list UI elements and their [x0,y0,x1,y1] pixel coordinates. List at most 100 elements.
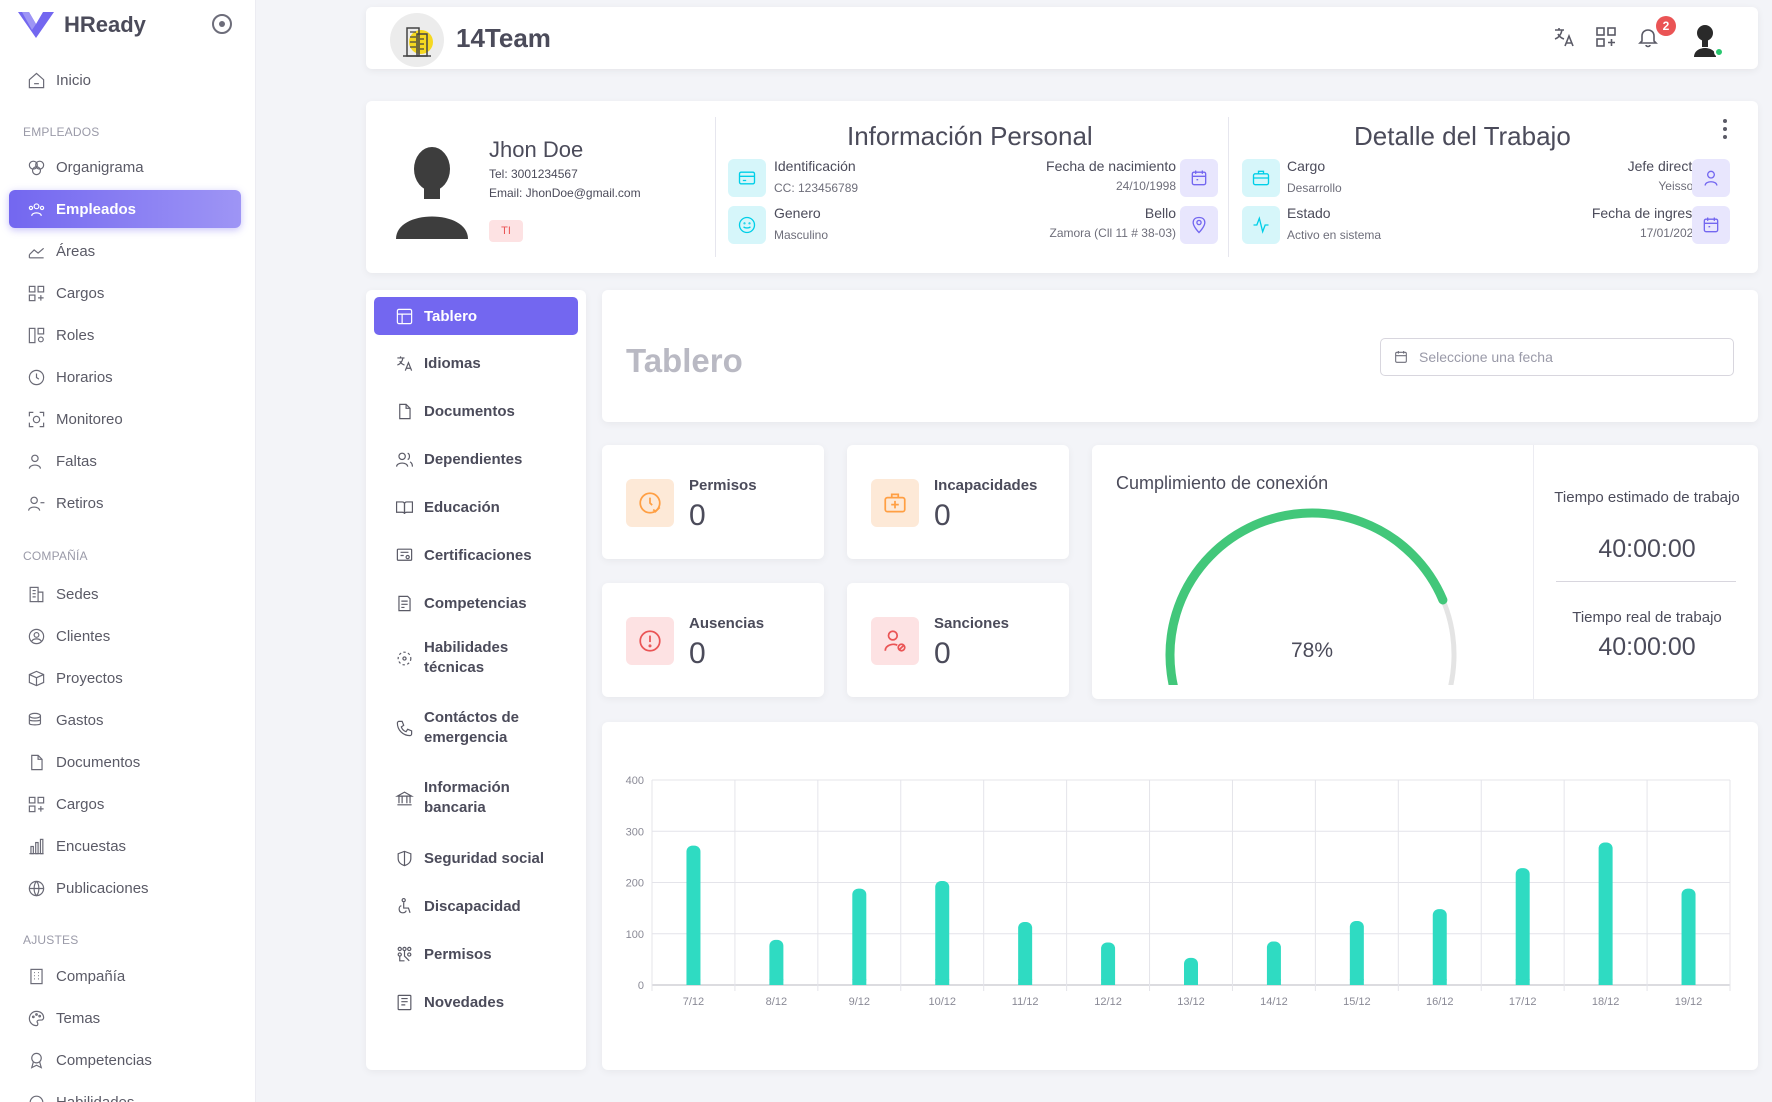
bar[interactable] [935,880,950,985]
section-compania: COMPAÑÍA [23,549,88,563]
sidebar-item-publicaciones[interactable]: Publicaciones [9,869,241,907]
bar-base [1184,979,1198,985]
job-detail-title: Detalle del Trabajo [1354,121,1571,151]
brand-logo-icon [18,12,54,38]
sidebar-item-cargos-2[interactable]: Cargos [9,785,241,823]
bar[interactable] [1266,941,1281,985]
map-pin-icon [1180,206,1218,244]
bar[interactable] [1515,868,1530,985]
stat-label: Permisos [689,477,757,494]
tab-dependientes[interactable]: Dependientes [374,440,578,478]
tab-informacion-bancaria[interactable]: Información bancaria [374,772,578,824]
bar[interactable] [852,888,867,985]
sidebar-item-encuestas[interactable]: Encuestas [9,827,241,865]
sidebar-item-documentos[interactable]: Documentos [9,743,241,781]
roles-icon [26,325,46,345]
y-tick-label: 100 [626,929,644,941]
table-icon [394,306,414,326]
sidebar-toggle-icon[interactable] [212,14,232,34]
building-icon [26,584,46,604]
brain-icon [26,157,46,177]
birth-label: Fecha de nacimiento [1046,158,1176,174]
tab-novedades[interactable]: Novedades [374,983,578,1021]
y-tick-label: 400 [626,775,644,787]
top-navbar: 14Team 2 [366,7,1758,69]
bell-icon[interactable] [1636,25,1662,51]
start-date-value: 17/01/2022 [1639,226,1700,240]
y-tick-label: 300 [626,826,644,838]
department-badge: TI [489,220,523,242]
user-avatar[interactable] [1688,21,1724,57]
bar-base [1266,979,1281,985]
bar[interactable] [686,845,701,985]
sidebar-item-competencias[interactable]: Competencias [9,1041,241,1079]
stat-value: 0 [934,637,951,670]
sidebar-item-faltas[interactable]: Faltas [9,442,241,480]
x-tick-label: 12/12 [1094,996,1122,1008]
sidebar-item-gastos[interactable]: Gastos [9,701,241,739]
gauge-fill [1165,508,1448,685]
translate-icon[interactable] [1552,25,1578,51]
tab-competencias[interactable]: Competencias [374,584,578,622]
company-name: 14Team [456,23,551,53]
tab-permisos[interactable]: Permisos [374,935,578,973]
tab-seguridad-social[interactable]: Seguridad social [374,839,578,877]
bar[interactable] [769,939,784,985]
compliance-gauge [1165,508,1457,685]
sidebar-item-horarios[interactable]: Horarios [9,358,241,396]
translate-icon [394,353,414,373]
sidebar-item-monitoreo[interactable]: Monitoreo [9,400,241,438]
tab-tablero[interactable]: Tablero [374,297,578,335]
sidebar-item-roles[interactable]: Roles [9,316,241,354]
tab-discapacidad[interactable]: Discapacidad [374,887,578,925]
x-tick-label: 18/12 [1592,996,1620,1008]
brand[interactable]: HReady [18,8,146,42]
sidebar-item-temas[interactable]: Temas [9,999,241,1037]
tab-certificaciones[interactable]: Certificaciones [374,536,578,574]
sidebar-item-cargos[interactable]: Cargos [9,274,241,312]
phone-icon [394,718,414,738]
bar[interactable] [1101,942,1116,985]
sidebar-item-areas[interactable]: Áreas [9,232,241,270]
x-tick-label: 13/12 [1177,996,1205,1008]
tab-contactos-emergencia[interactable]: Contáctos de emergencia [374,702,578,754]
estimated-time-label: Tiempo estimado de trabajo [1554,489,1740,506]
shield-icon [394,848,414,868]
tab-habilidades-tecnicas[interactable]: Habilidades técnicas [374,632,578,684]
estimated-time-value: 40:00:00 [1598,535,1696,563]
tab-educacion[interactable]: Educación [374,488,578,526]
bar[interactable] [1349,920,1364,985]
bar-base [1515,979,1530,985]
more-options-icon[interactable] [1722,119,1728,139]
employee-photo [396,147,468,239]
sidebar-item-compania[interactable]: Compañía [9,957,241,995]
stat-value: 0 [689,499,706,532]
boss-value: Yeisson [1658,179,1700,193]
boss-label: Jefe directo [1627,158,1700,174]
sidebar-item-clientes[interactable]: Clientes [9,617,241,655]
sidebar-item-habilidades[interactable]: Habilidades [9,1083,241,1102]
tab-idiomas[interactable]: Idiomas [374,344,578,382]
bar-base [1598,979,1613,985]
x-tick-label: 10/12 [928,996,956,1008]
apps-icon[interactable] [1594,25,1620,51]
sidebar-item-sedes[interactable]: Sedes [9,575,241,613]
tablero-title: Tablero [626,342,743,379]
bar[interactable] [1681,888,1696,985]
medical-kit-icon [871,479,919,527]
date-picker-input[interactable]: Seleccione una fecha [1380,338,1734,376]
bar-base [935,979,950,985]
sidebar-item-inicio[interactable]: Inicio [9,61,241,99]
bar[interactable] [1432,909,1447,985]
bar[interactable] [1184,957,1198,985]
connection-compliance-card: Cumplimiento de conexión 78% Tiempo esti… [1092,445,1758,699]
tab-documentos[interactable]: Documentos [374,392,578,430]
bar[interactable] [1018,921,1033,985]
sidebar-item-proyectos[interactable]: Proyectos [9,659,241,697]
sidebar-item-empleados[interactable]: Empleados [9,190,241,228]
gender-value: Masculino [774,228,829,242]
bar-base [852,979,867,985]
sidebar-item-retiros[interactable]: Retiros [9,484,241,522]
bar[interactable] [1598,842,1613,985]
sidebar-item-organigrama[interactable]: Organigrama [9,148,241,186]
